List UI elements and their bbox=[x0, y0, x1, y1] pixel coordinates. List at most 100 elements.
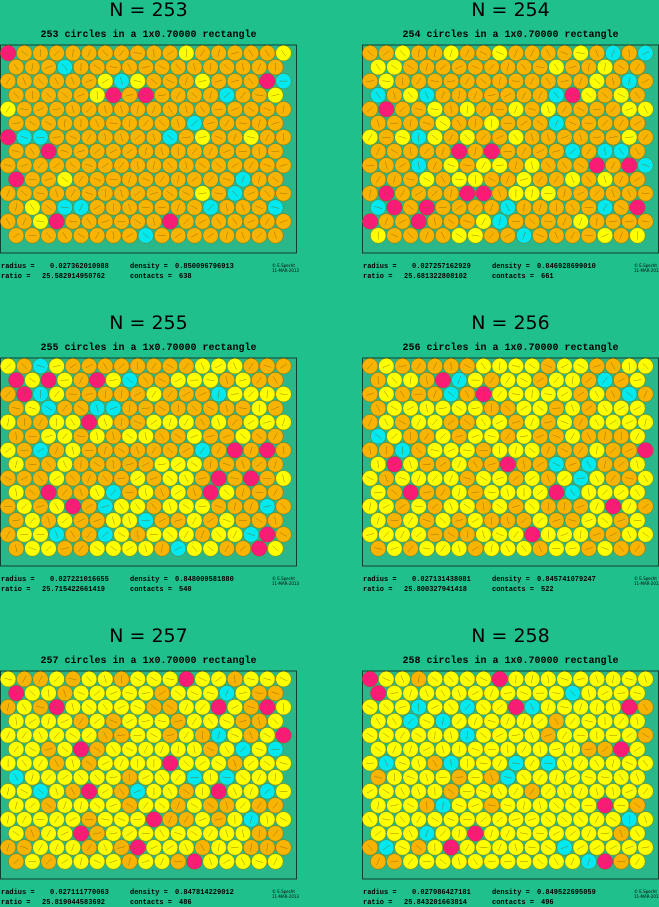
contact-line bbox=[225, 231, 228, 240]
contact-line bbox=[560, 706, 569, 709]
contact-line bbox=[256, 376, 262, 384]
contact-line bbox=[495, 51, 504, 55]
panel-title: N = 255 bbox=[109, 312, 187, 334]
contact-line bbox=[4, 677, 13, 681]
contact-line bbox=[480, 78, 487, 84]
contact-line bbox=[625, 761, 634, 765]
contact-line bbox=[271, 406, 280, 411]
contact-line bbox=[642, 134, 649, 141]
contact-line bbox=[117, 817, 126, 821]
contact-line bbox=[400, 530, 405, 539]
contact-line bbox=[109, 776, 118, 779]
contact-line bbox=[207, 717, 214, 725]
panel-subtitle: 253 circles in a 1x0.70000 rectangle bbox=[40, 29, 256, 41]
contact-line bbox=[376, 147, 381, 155]
contact-line bbox=[158, 405, 166, 411]
contact-line bbox=[536, 377, 544, 383]
contact-line bbox=[611, 390, 616, 398]
contact-line bbox=[247, 136, 256, 139]
contact-line bbox=[241, 203, 245, 212]
contact-line bbox=[390, 519, 399, 522]
contact-line bbox=[480, 704, 487, 711]
contact-line bbox=[6, 217, 11, 226]
credit: © E.Specht bbox=[272, 889, 295, 894]
contact-line bbox=[481, 161, 486, 169]
contact-line bbox=[28, 406, 37, 410]
contact-line bbox=[457, 689, 461, 697]
contacts-label: contacts = bbox=[130, 273, 172, 281]
contact-line bbox=[447, 419, 455, 425]
contact-line bbox=[95, 231, 100, 240]
contact-line bbox=[554, 231, 559, 240]
contact-line bbox=[384, 189, 389, 198]
ratio-label: ratio = bbox=[1, 899, 30, 907]
contact-line bbox=[584, 776, 593, 779]
contact-line bbox=[579, 217, 583, 226]
contact-line bbox=[577, 162, 585, 168]
contacts-label: contacts = bbox=[130, 586, 172, 594]
contact-line bbox=[369, 217, 371, 226]
contact-line bbox=[546, 446, 550, 455]
contact-line bbox=[642, 363, 649, 370]
contact-line bbox=[643, 787, 648, 795]
contact-line bbox=[643, 703, 648, 711]
contact-line bbox=[71, 105, 75, 114]
contact-line bbox=[539, 801, 542, 810]
contact-line bbox=[407, 64, 414, 70]
contact-line bbox=[560, 532, 569, 537]
contact-line bbox=[77, 831, 85, 836]
contact-line bbox=[199, 162, 206, 168]
contact-line bbox=[257, 175, 261, 184]
contact-line bbox=[625, 107, 634, 111]
contact-line bbox=[366, 704, 374, 710]
contact-line bbox=[255, 747, 264, 751]
contact-line bbox=[594, 474, 599, 482]
contact-line bbox=[415, 447, 422, 454]
contact-line bbox=[214, 818, 223, 821]
contact-line bbox=[520, 517, 528, 524]
contact-line bbox=[643, 390, 648, 398]
contact-line bbox=[126, 803, 134, 808]
contact-line bbox=[514, 446, 518, 455]
contact-line bbox=[450, 362, 452, 371]
contact-line bbox=[232, 218, 238, 225]
contact-line bbox=[545, 77, 551, 85]
contact-line bbox=[249, 731, 253, 740]
contact-line bbox=[20, 533, 29, 535]
contact-line bbox=[224, 689, 229, 697]
contact-line bbox=[464, 703, 471, 711]
contact-line bbox=[425, 63, 428, 72]
contact-line bbox=[417, 161, 420, 170]
contact-line bbox=[561, 816, 568, 823]
contact-line bbox=[166, 447, 174, 454]
contact-line bbox=[366, 762, 375, 764]
contact-line bbox=[141, 65, 150, 69]
contact-line bbox=[266, 703, 269, 712]
contact-line bbox=[511, 393, 520, 395]
contact-line bbox=[504, 233, 512, 238]
contact-line bbox=[104, 133, 107, 142]
contact-line bbox=[241, 460, 245, 469]
contact-line bbox=[536, 120, 544, 126]
contact-line bbox=[79, 857, 83, 866]
contact-line bbox=[604, 432, 606, 441]
contact-line bbox=[45, 92, 52, 99]
contact-line bbox=[266, 815, 269, 824]
contact-line bbox=[161, 544, 163, 553]
contact-line bbox=[61, 831, 69, 836]
contact-line bbox=[430, 449, 439, 452]
contact-line bbox=[128, 119, 131, 128]
contact-line bbox=[206, 379, 215, 381]
contact-line bbox=[44, 491, 53, 493]
radius-value: 0.027362010988 bbox=[50, 263, 109, 271]
contact-line bbox=[601, 746, 609, 752]
contact-line bbox=[71, 446, 75, 455]
contact-line bbox=[514, 843, 518, 852]
contact-line bbox=[537, 176, 543, 183]
contact-line bbox=[265, 49, 270, 57]
contact-line bbox=[415, 531, 422, 538]
contact-line bbox=[239, 545, 247, 552]
contact-line bbox=[593, 162, 601, 169]
contacts-value: 496 bbox=[541, 899, 554, 907]
contact-line bbox=[496, 816, 503, 823]
